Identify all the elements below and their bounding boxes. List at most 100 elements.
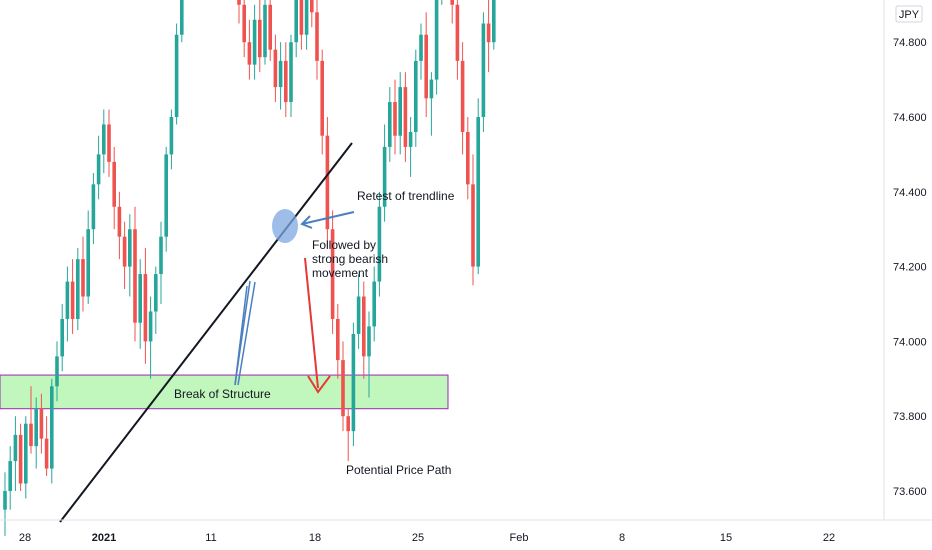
candle (429, 72, 434, 136)
candle-body (65, 281, 70, 319)
candle-body (252, 19, 257, 65)
candle (169, 109, 174, 170)
candle-body (34, 408, 38, 447)
candle (258, 0, 262, 73)
candle (424, 12, 428, 117)
candle-body (367, 326, 371, 357)
candle-body (180, 0, 184, 35)
annotation-price-path: Potential Price Path (346, 463, 451, 477)
candle (148, 296, 153, 379)
y-tick-label: 74.000 (893, 336, 927, 348)
candle-body (424, 34, 428, 99)
candle (486, 0, 491, 73)
candle (336, 304, 340, 379)
candle (419, 23, 423, 80)
candle-body (242, 4, 246, 43)
trendline[interactable] (59, 142, 353, 523)
candle (325, 117, 330, 248)
candle-body (289, 42, 293, 103)
candle-body (336, 318, 340, 361)
candle (50, 378, 54, 484)
currency-box[interactable]: JPY (895, 5, 923, 23)
x-tick-label: 22 (823, 532, 835, 544)
candle-body (102, 124, 106, 155)
candle (60, 304, 64, 372)
candle (414, 49, 418, 147)
candle-body (169, 117, 174, 155)
candle-body (398, 87, 402, 136)
candle (434, 0, 439, 95)
price-axis[interactable]: 76.20076.00075.80075.60075.40075.20075.0… (883, 0, 927, 520)
candle (278, 42, 283, 110)
candle-body (138, 274, 142, 323)
candle (356, 274, 361, 349)
candle (315, 0, 319, 80)
candle (70, 259, 75, 334)
candle-body (346, 416, 350, 432)
candle (441, 0, 443, 5)
candle (481, 12, 486, 132)
candle (377, 191, 382, 297)
candle (91, 173, 96, 245)
zones-layer (0, 374, 449, 410)
annotation-followed-3: movement (312, 266, 369, 280)
candle (351, 322, 356, 447)
candle-body (310, 0, 314, 13)
candle (164, 146, 168, 252)
x-tick-label: 28 (19, 532, 31, 544)
candle-body (154, 274, 158, 312)
candle (299, 0, 304, 50)
candle (492, 0, 496, 50)
candle-body (476, 117, 480, 267)
time-axis-ticks: 28 2021 11 18 25 Feb 8 15 22 (19, 532, 835, 544)
candle (18, 423, 23, 491)
candle (34, 397, 38, 469)
candle (320, 49, 324, 155)
y-tick-label: 74.200 (893, 262, 927, 274)
annotation-followed-1: Followed by (312, 238, 376, 252)
candle-body (247, 42, 252, 65)
candle-body (8, 461, 12, 491)
candle-body (377, 206, 382, 282)
candle-body (450, 0, 454, 5)
candle-body (486, 23, 491, 43)
bos-arrow-3 (237, 281, 256, 386)
x-tick-label: 15 (720, 532, 732, 544)
candle (107, 109, 111, 177)
candle-body (408, 131, 413, 147)
candle (294, 0, 298, 58)
candle-body (96, 154, 101, 185)
candle-body (237, 0, 241, 5)
candle (81, 236, 85, 312)
candle (76, 247, 80, 331)
currency-label: JPY (899, 9, 920, 21)
candle (460, 42, 465, 155)
candle-body (24, 423, 28, 484)
candle (289, 34, 293, 117)
candle (13, 416, 18, 491)
candle (128, 214, 132, 297)
candle-body (434, 0, 439, 80)
candle (112, 146, 116, 230)
candle (408, 117, 413, 177)
candle (476, 98, 480, 275)
candle-body (70, 281, 75, 319)
support-zone[interactable] (0, 374, 449, 410)
candle (284, 42, 288, 117)
retest-marker (272, 209, 298, 243)
candle-body (362, 296, 366, 357)
candle (471, 154, 475, 286)
candle-body (76, 259, 80, 319)
candle (372, 266, 376, 342)
time-axis[interactable]: 28 2021 11 18 25 Feb 8 15 22 (0, 519, 932, 544)
price-axis-ticks: 76.20076.00075.80075.60075.40075.20075.0… (893, 37, 927, 498)
candle (273, 34, 278, 103)
candle-body (60, 318, 64, 357)
candle (237, 0, 241, 24)
candle (242, 0, 246, 58)
candle-body (351, 333, 356, 432)
candle (86, 210, 90, 304)
candle (341, 341, 345, 432)
candle-body (273, 49, 278, 88)
